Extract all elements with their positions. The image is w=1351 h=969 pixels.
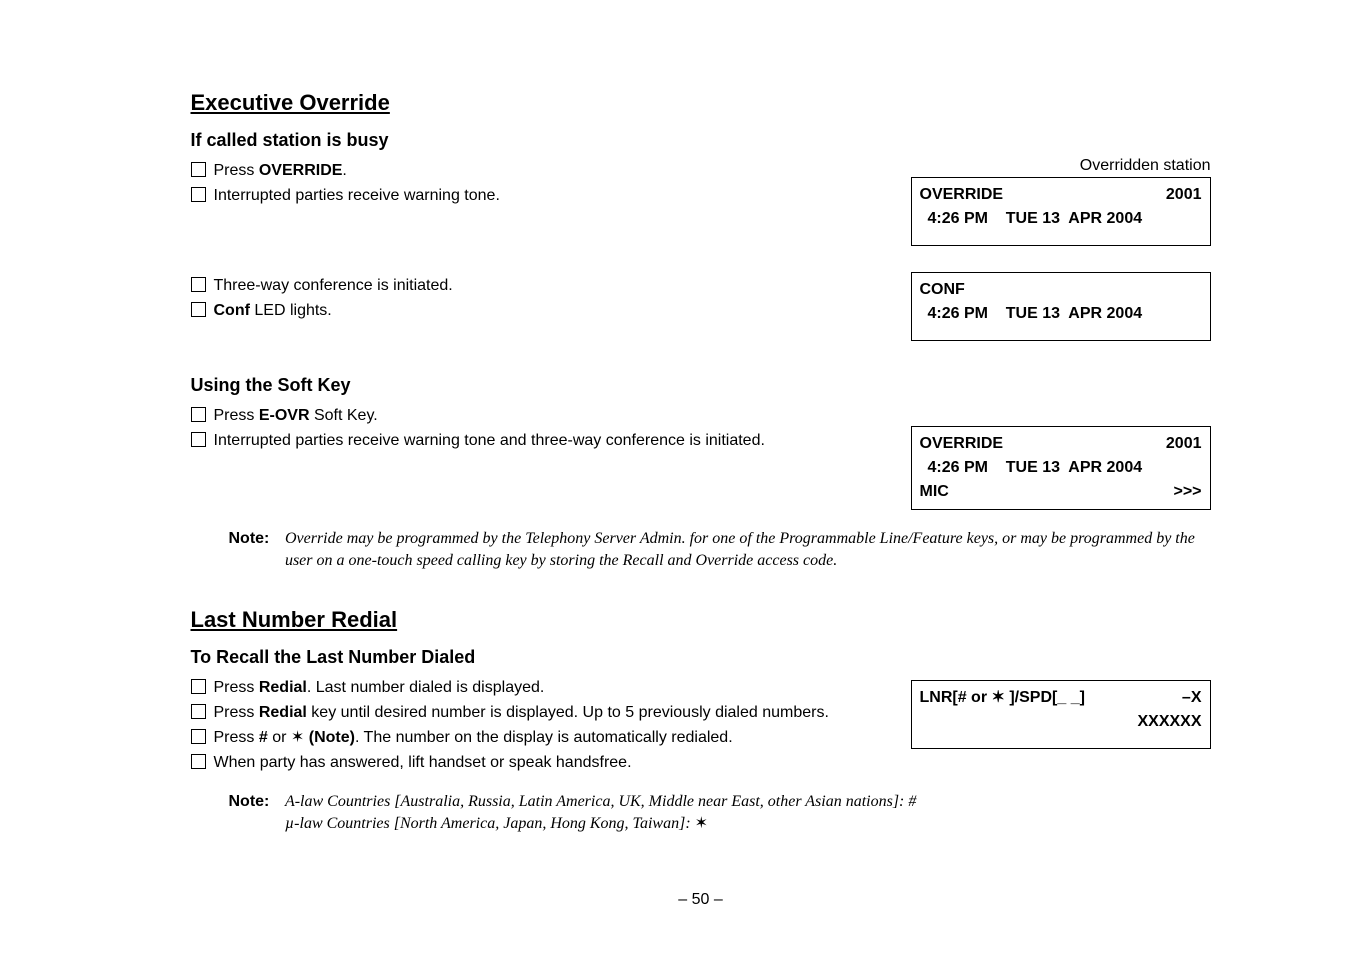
lcd-text: LNR[# or ✶ ]/SPD[_ _]: [920, 686, 1085, 710]
note-label: Note:: [229, 791, 281, 813]
lcd-conf: CONF 4:26 PM TUE 13 APR 2004: [911, 272, 1211, 341]
row-softkey: Press E-OVR Soft Key. Interrupted partie…: [191, 402, 1211, 514]
step-text: Press Redial. Last number dialed is disp…: [214, 676, 545, 699]
step-press-override: Press OVERRIDE.: [191, 159, 881, 182]
lcd-softkey: OVERRIDE 2001 4:26 PM TUE 13 APR 2004 MI…: [911, 426, 1211, 510]
note-override: Note: Override may be programmed by the …: [229, 528, 1211, 573]
row-override-step1: Press OVERRIDE. Interrupted parties rece…: [191, 157, 1211, 250]
checkbox-icon: [191, 302, 206, 317]
lcd-redial: LNR[# or ✶ ]/SPD[_ _] –X XXXXXX: [911, 680, 1211, 749]
checkbox-icon: [191, 432, 206, 447]
lcd-text: XXXXXX: [1137, 710, 1201, 734]
step-text: Press Redial key until desired number is…: [214, 701, 829, 724]
checkbox-icon: [191, 162, 206, 177]
step-text: Press # or ✶ (Note). The number on the d…: [214, 726, 733, 749]
step-press-eovr: Press E-OVR Soft Key.: [191, 404, 881, 427]
step-text: When party has answered, lift handset or…: [214, 751, 632, 774]
step-text: Conf LED lights.: [214, 299, 332, 322]
lcd-text: OVERRIDE: [920, 183, 1004, 207]
step-text: Interrupted parties receive warning tone…: [214, 184, 500, 207]
step-three-way: Three-way conference is initiated.: [191, 274, 881, 297]
step-press-redial: Press Redial. Last number dialed is disp…: [191, 676, 881, 699]
lcd-text: 2001: [1166, 183, 1202, 207]
checkbox-icon: [191, 187, 206, 202]
step-press-hash: Press # or ✶ (Note). The number on the d…: [191, 726, 881, 749]
row-override-step2: Three-way conference is initiated. Conf …: [191, 272, 1211, 345]
page-content: Executive Override If called station is …: [21, 0, 1331, 969]
lcd-text: 4:26 PM TUE 13 APR 2004: [928, 207, 1143, 231]
lcd-text: OVERRIDE: [920, 432, 1004, 456]
checkbox-icon: [191, 679, 206, 694]
page-number: – 50 –: [191, 891, 1211, 909]
note-body: A-law Countries [Australia, Russia, Lati…: [285, 791, 1207, 836]
step-press-redial-until: Press Redial key until desired number is…: [191, 701, 881, 724]
lcd-text: 4:26 PM TUE 13 APR 2004: [928, 456, 1143, 480]
row-redial: Press Redial. Last number dialed is disp…: [191, 674, 1211, 777]
note-body: Override may be programmed by the Teleph…: [285, 528, 1207, 573]
lcd-text: CONF: [920, 278, 965, 302]
checkbox-icon: [191, 729, 206, 744]
lcd-override-1: OVERRIDE 2001 4:26 PM TUE 13 APR 2004: [911, 177, 1211, 246]
step-text: Three-way conference is initiated.: [214, 274, 453, 297]
label-overridden-station: Overridden station: [911, 157, 1211, 175]
step-interrupted-conf: Interrupted parties receive warning tone…: [191, 429, 881, 452]
section-title-executive-override: Executive Override: [191, 90, 1211, 116]
checkbox-icon: [191, 754, 206, 769]
lcd-text: 4:26 PM TUE 13 APR 2004: [928, 302, 1143, 326]
checkbox-icon: [191, 407, 206, 422]
step-text: Interrupted parties receive warning tone…: [214, 429, 765, 452]
lcd-text: –X: [1182, 686, 1202, 710]
lcd-text: 2001: [1166, 432, 1202, 456]
note-label: Note:: [229, 528, 281, 550]
step-text: Press OVERRIDE.: [214, 159, 347, 182]
subtitle-if-busy: If called station is busy: [191, 130, 1211, 151]
checkbox-icon: [191, 277, 206, 292]
subtitle-recall: To Recall the Last Number Dialed: [191, 647, 1211, 668]
step-warning-tone: Interrupted parties receive warning tone…: [191, 184, 881, 207]
note-redial: Note: A-law Countries [Australia, Russia…: [229, 791, 1211, 836]
section-title-last-redial: Last Number Redial: [191, 607, 1211, 633]
checkbox-icon: [191, 704, 206, 719]
step-text: Press E-OVR Soft Key.: [214, 404, 378, 427]
lcd-text: MIC: [920, 480, 949, 504]
step-conf-led: Conf LED lights.: [191, 299, 881, 322]
lcd-text: >>>: [1173, 480, 1201, 504]
step-lift-handset: When party has answered, lift handset or…: [191, 751, 881, 774]
subtitle-soft-key: Using the Soft Key: [191, 375, 1211, 396]
